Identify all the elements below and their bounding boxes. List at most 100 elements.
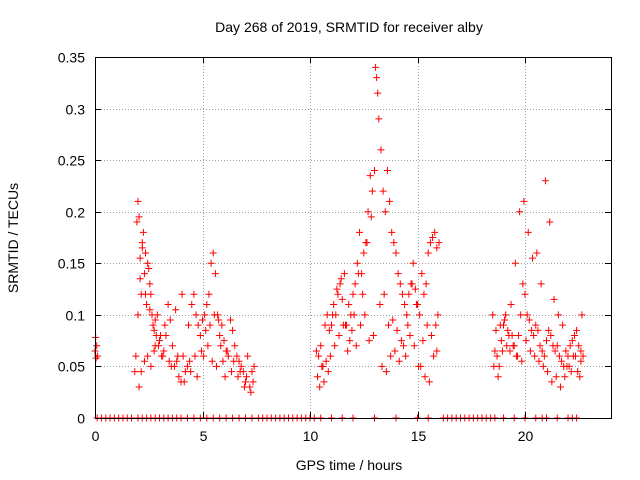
data-point: [553, 342, 561, 350]
data-point: [228, 368, 236, 376]
data-point: [545, 326, 553, 334]
data-point: [200, 352, 208, 360]
data-point: [157, 331, 165, 339]
data-point: [322, 357, 330, 365]
data-point: [209, 249, 217, 257]
data-point: [388, 228, 396, 236]
data-point: [378, 362, 386, 370]
data-point: [208, 357, 216, 365]
plot-frame: [95, 57, 612, 419]
data-point: [513, 352, 521, 360]
data-point: [236, 368, 244, 376]
data-point: [491, 347, 499, 355]
data-point: [573, 326, 581, 334]
data-point: [518, 357, 526, 365]
data-point: [223, 347, 231, 355]
data-point: [507, 301, 515, 309]
data-point: [363, 239, 371, 247]
data-point: [532, 321, 540, 329]
data-point: [391, 347, 399, 355]
data-point: [137, 368, 145, 376]
data-point: [541, 177, 549, 185]
data-point: [203, 301, 211, 309]
data-point: [204, 342, 212, 350]
data-point: [210, 311, 218, 319]
data-point: [353, 259, 361, 267]
data-point: [577, 357, 585, 365]
data-point: [568, 337, 576, 345]
data-point: [324, 368, 332, 376]
x-tick-label: 5: [200, 428, 208, 444]
data-point: [355, 228, 363, 236]
y-tick-label: 0.35: [58, 50, 85, 66]
data-point: [161, 321, 169, 329]
data-point: [150, 347, 158, 355]
data-point: [361, 311, 369, 319]
data-point: [434, 311, 442, 319]
data-point: [190, 290, 198, 298]
data-point: [371, 166, 378, 174]
y-tick-label: 0.25: [58, 153, 85, 169]
data-point: [424, 249, 432, 257]
data-point: [537, 280, 545, 288]
data-point: [250, 362, 258, 370]
data-point: [380, 290, 388, 298]
data-point: [390, 239, 398, 247]
data-point: [423, 321, 431, 329]
data-point: [372, 63, 380, 71]
data-point: [315, 352, 323, 360]
data-point: [550, 295, 558, 303]
data-point: [167, 362, 175, 370]
data-point: [151, 342, 159, 350]
data-point: [408, 280, 416, 288]
data-point: [392, 249, 400, 257]
data-point: [351, 280, 359, 288]
data-point: [143, 301, 151, 309]
data-point: [504, 326, 512, 334]
data-point: [393, 326, 401, 334]
data-point: [554, 311, 562, 319]
data-point: [336, 280, 344, 288]
data-point: [387, 352, 395, 360]
data-point: [398, 290, 406, 298]
data-point: [326, 352, 334, 360]
data-point: [314, 373, 322, 381]
x-tick-labels: 0 5 10 15 20: [92, 428, 534, 444]
data-point: [519, 280, 527, 288]
data-point: [187, 368, 195, 376]
data-point: [520, 197, 528, 205]
data-point: [330, 301, 338, 309]
data-point: [396, 280, 404, 288]
data-point: [364, 208, 372, 216]
data-point: [346, 337, 354, 345]
data-point: [544, 368, 552, 376]
data-point: [244, 352, 252, 360]
data-point: [344, 347, 352, 355]
data-point: [533, 249, 541, 257]
y-tick-label: 0: [77, 411, 85, 427]
data-point: [416, 311, 424, 319]
data-point: [215, 316, 223, 324]
data-point: [565, 362, 573, 370]
data-point: [377, 146, 385, 154]
data-point: [404, 321, 412, 329]
data-point: [331, 342, 339, 350]
data-point: [229, 326, 237, 334]
data-point: [202, 326, 210, 334]
data-point: [350, 311, 358, 319]
data-point: [172, 306, 180, 314]
data-point: [338, 295, 346, 303]
data-point: [369, 331, 377, 339]
data-point: [555, 352, 563, 360]
data-point: [561, 373, 569, 381]
data-point: [168, 342, 176, 350]
data-point: [367, 213, 375, 221]
data-point: [325, 326, 333, 334]
data-point: [576, 373, 584, 381]
data-point: [231, 342, 239, 350]
data-point: [558, 357, 566, 365]
data-point: [217, 342, 225, 350]
x-tick-label: 10: [303, 428, 319, 444]
data-point: [134, 197, 142, 205]
data-point: [193, 373, 201, 381]
